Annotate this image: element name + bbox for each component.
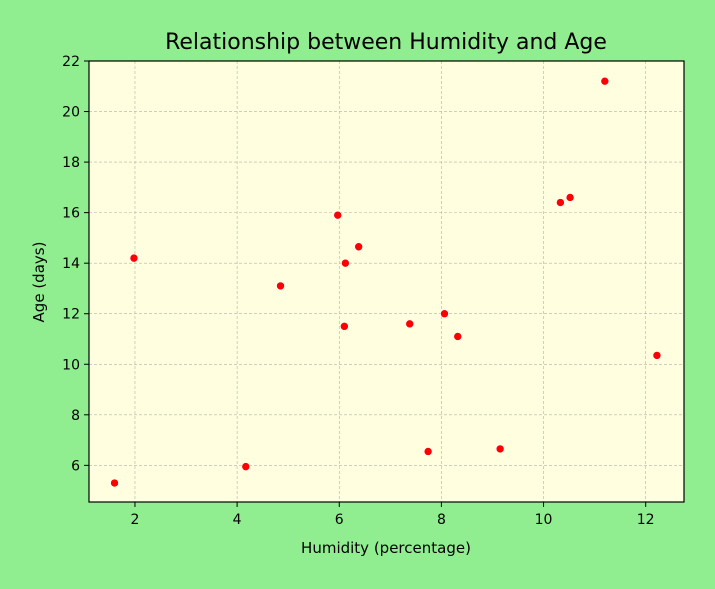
data-point [565, 193, 575, 202]
y-tick-label: 6 [71, 458, 80, 474]
data-point [423, 447, 433, 456]
data-point [556, 198, 565, 207]
y-tick-label: 10 [62, 357, 80, 373]
y-tick-label: 14 [62, 256, 80, 272]
data-point [354, 242, 363, 252]
data-point [333, 210, 343, 220]
x-tick-label: 2 [131, 512, 140, 528]
x-tick-label: 12 [637, 512, 655, 528]
plot-area [89, 61, 684, 502]
data-point [110, 478, 119, 488]
data-point [405, 319, 415, 329]
x-tick-label: 10 [535, 512, 553, 528]
data-point [241, 462, 251, 471]
axis-ticks: 2 4 6 8 10 12 6 8 10 12 14 16 18 20 22 [62, 54, 654, 528]
data-point [652, 351, 662, 360]
y-tick-label: 12 [62, 307, 80, 323]
data-point [129, 253, 139, 263]
data-point [600, 76, 610, 86]
data-point [340, 322, 349, 331]
x-tick-label: 8 [437, 512, 446, 528]
x-tick-label: 6 [335, 512, 344, 528]
x-tick-label: 4 [233, 512, 242, 528]
data-points [110, 76, 662, 488]
y-tick-label: 20 [62, 105, 80, 121]
x-axis-label: Humidity (percentage) [301, 539, 471, 557]
plot-frame [88, 60, 685, 503]
y-tick-label: 22 [62, 54, 80, 70]
data-point [440, 309, 449, 319]
y-tick-label: 18 [62, 155, 80, 171]
data-point [453, 332, 463, 341]
y-tick-label: 8 [71, 408, 80, 424]
chart-title: Relationship between Humidity and Age [165, 30, 607, 55]
data-point [276, 281, 285, 291]
data-point [341, 258, 350, 268]
y-axis-label: Age (days) [30, 242, 48, 323]
y-tick-label: 16 [62, 206, 80, 222]
data-point [495, 444, 505, 454]
